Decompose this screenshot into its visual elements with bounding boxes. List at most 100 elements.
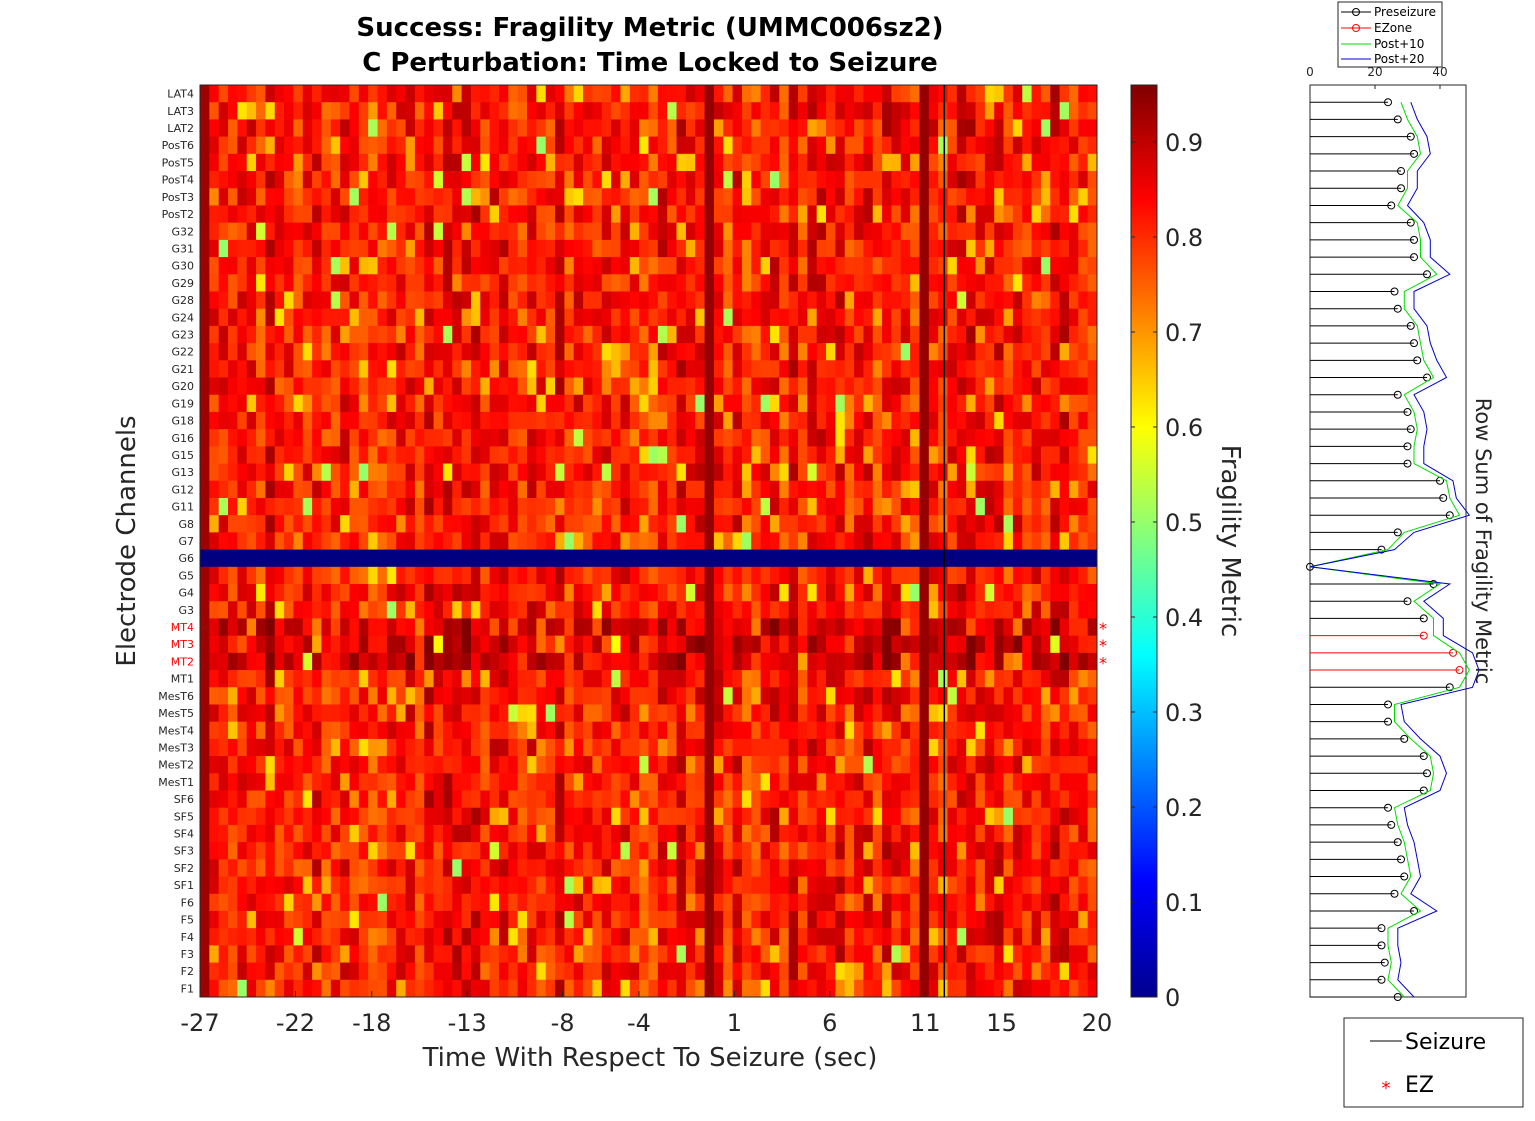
heatmap-cell — [414, 308, 425, 327]
heatmap-cell — [667, 205, 677, 224]
heatmap-cell — [265, 807, 276, 826]
heatmap-cell — [657, 687, 668, 705]
heatmap-cell — [209, 910, 220, 929]
heatmap-cell — [1059, 411, 1070, 430]
heatmap-cell — [1040, 618, 1051, 637]
heatmap-cell — [704, 756, 715, 774]
heatmap-cell — [480, 549, 491, 568]
heatmap-cell — [919, 153, 930, 172]
heatmap-cell — [984, 171, 995, 189]
heatmap-cell — [527, 188, 537, 206]
heatmap-cell — [685, 239, 696, 258]
heatmap-cell — [713, 549, 724, 568]
heatmap-cell — [330, 549, 341, 568]
heatmap-cell — [741, 274, 752, 292]
heatmap-cell — [723, 945, 733, 963]
heatmap-cell — [938, 704, 948, 723]
heatmap-cell — [246, 670, 257, 688]
heatmap-cell — [919, 325, 930, 344]
heatmap-cell — [442, 910, 453, 929]
heatmap-cell — [256, 515, 266, 533]
heatmap-cell — [284, 756, 294, 774]
heatmap-cell — [956, 325, 967, 344]
heatmap-cell — [480, 670, 491, 688]
heatmap-cell — [246, 876, 257, 895]
heatmap-cell — [816, 291, 827, 310]
heatmap-cell — [573, 824, 584, 843]
heatmap-cell — [321, 257, 332, 275]
heatmap-cell — [779, 687, 790, 705]
heatmap-cell — [648, 928, 659, 946]
heatmap-cell — [377, 171, 388, 189]
heatmap-cell — [293, 601, 304, 619]
heatmap-cell — [499, 721, 509, 740]
heatmap-cell — [330, 670, 341, 688]
heatmap-cell — [1012, 463, 1023, 482]
heatmap-cell — [1087, 394, 1098, 413]
heatmap-cell — [200, 497, 210, 516]
heatmap-cell — [321, 308, 332, 327]
heatmap-cell — [704, 876, 715, 895]
heatmap-cell — [499, 859, 509, 877]
heatmap-cell — [657, 738, 668, 757]
heatmap-cell — [368, 790, 378, 809]
heatmap-cell — [256, 239, 266, 258]
heatmap-cell — [984, 325, 995, 344]
heatmap-cell — [1012, 325, 1023, 344]
heatmap-cell — [1050, 171, 1061, 189]
heatmap-cell — [405, 360, 416, 378]
heatmap-cell — [704, 928, 715, 946]
heatmap-cell — [265, 704, 276, 723]
heatmap-cell — [293, 824, 304, 843]
heatmap-cell — [1031, 652, 1042, 671]
heatmap-cell — [910, 291, 920, 310]
heatmap-cell — [657, 85, 668, 103]
heatmap-cell — [760, 136, 771, 155]
heatmap-cell — [358, 601, 369, 619]
heatmap-cell — [826, 670, 836, 688]
heatmap-cell — [807, 532, 818, 551]
heatmap-cell — [592, 687, 603, 705]
heatmap-cell — [798, 584, 808, 602]
heatmap-cell — [470, 945, 481, 963]
heatmap-cell — [639, 721, 649, 740]
heatmap-cell — [900, 205, 911, 224]
heatmap-cell — [947, 893, 958, 912]
heatmap-cell — [200, 670, 210, 688]
heatmap-cell — [713, 876, 724, 895]
heatmap-cell — [293, 411, 304, 430]
heatmap-cell — [274, 480, 285, 499]
heatmap-cell — [611, 773, 621, 791]
heatmap-cell — [601, 532, 612, 551]
heatmap-cell — [741, 257, 752, 275]
heatmap-cell — [751, 773, 762, 791]
heatmap-cell — [396, 136, 406, 155]
heatmap-cell — [928, 119, 939, 138]
heatmap-cell — [414, 188, 425, 206]
heatmap-cell — [312, 497, 322, 516]
heatmap-cell — [312, 790, 322, 809]
heatmap-cell — [405, 601, 416, 619]
heatmap-cell — [256, 171, 266, 189]
heatmap-cell — [994, 962, 1004, 981]
heatmap-cell — [956, 618, 967, 637]
heatmap-cell — [685, 291, 696, 310]
heatmap-cell — [882, 257, 892, 275]
heatmap-cell — [340, 859, 350, 877]
heatmap-cell — [545, 119, 556, 138]
heatmap-cell — [433, 910, 444, 929]
heatmap-cell — [1068, 756, 1079, 774]
heatmap-cell — [769, 601, 780, 619]
heatmap-cell — [807, 807, 818, 826]
heatmap-cell — [1022, 876, 1032, 895]
heatmap-cell — [919, 773, 930, 791]
heatmap-cell — [508, 171, 519, 189]
heatmap-cell — [900, 429, 911, 447]
heatmap-cell — [302, 343, 313, 361]
heatmap-cell — [975, 618, 986, 637]
heatmap-cell — [872, 257, 883, 275]
heatmap-cell — [779, 171, 790, 189]
heatmap-cell — [601, 738, 612, 757]
heatmap-cell — [1059, 274, 1070, 292]
heatmap-cell — [1022, 343, 1032, 361]
